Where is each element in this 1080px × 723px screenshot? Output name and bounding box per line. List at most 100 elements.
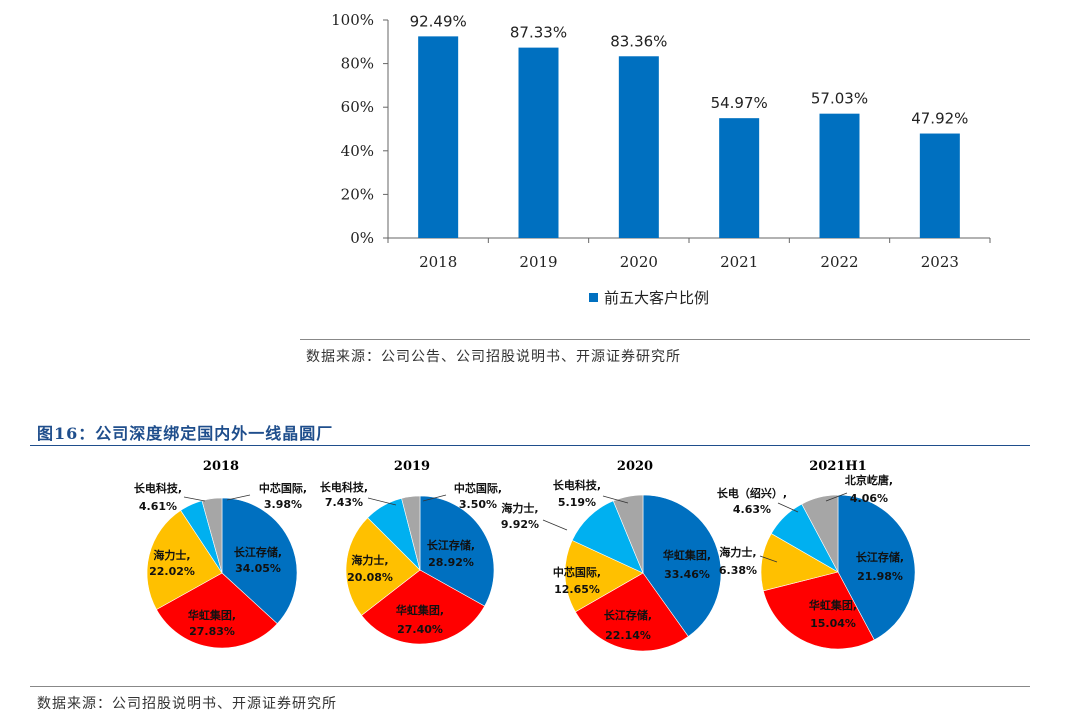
pie-leader-line [542, 519, 568, 531]
pie-slice [837, 494, 916, 641]
pie-slice-label: 长江存储, [427, 538, 475, 552]
x-tick-label: 2019 [519, 253, 557, 271]
bar-value-label: 87.33% [510, 24, 567, 42]
bar-value-label: 83.36% [610, 32, 667, 50]
pie-slice-value: 22.02% [149, 565, 195, 578]
pie-slice-label: 华虹集团, [809, 598, 857, 612]
pie-slice-label: 长电（绍兴）, [717, 486, 787, 500]
pie-title: 2018 [203, 459, 239, 474]
pie-slice [564, 539, 644, 613]
pie-slice-value: 22.14% [605, 629, 651, 642]
bar-value-label: 47.92% [911, 110, 968, 128]
pie-slice-label: 海力士, [351, 553, 388, 567]
pie-slice [574, 572, 689, 652]
pie-slice-value: 7.43% [325, 496, 363, 509]
pie-slice-value: 12.65% [554, 583, 600, 596]
pie-slice-label: 中芯国际, [553, 565, 601, 579]
pie-slice-label: 长江存储, [604, 608, 652, 622]
pie-source: 数据来源：公司招股说明书、开源证券研究所 [37, 696, 337, 712]
pie-leader-line [183, 496, 206, 502]
pie-slice-value: 15.04% [810, 617, 856, 630]
pie-slice-label: 长江存储, [856, 550, 904, 564]
figure16-title-rule [30, 445, 1030, 446]
pie-slice-label: 长江存储, [234, 545, 282, 559]
legend-swatch [589, 293, 598, 302]
bar [819, 113, 860, 238]
pie-slice-value: 5.19% [558, 496, 596, 509]
bar-value-label: 54.97% [711, 94, 768, 112]
pie-slice-label: 海力士, [501, 501, 538, 515]
pie-charts: 2018 长江存储, 34.05% 华虹集团, 27.83% 海力士, 22.02% 长电科技… [134, 459, 916, 652]
y-tick-label: 60% [341, 98, 374, 116]
x-tick-label: 2023 [921, 253, 959, 271]
bar-value-label: 57.03% [811, 90, 868, 108]
pie-slice-value: 4.63% [733, 503, 771, 516]
pie-leader-line [759, 555, 778, 563]
pie-slice-label: 华虹集团, [663, 548, 711, 562]
pie-title: 2019 [394, 459, 430, 474]
y-tick-label: 20% [341, 185, 374, 203]
bar [418, 36, 459, 239]
pie-slice [760, 533, 839, 592]
bar-source-rule [300, 339, 1030, 340]
pie-slice-label: 海力士, [719, 545, 756, 559]
pie-slice-value: 4.06% [850, 492, 888, 505]
pie-source-rule [30, 686, 1030, 687]
pie-chart-2020: 2020 华虹集团, 33.46% 长江存储, 22.14% 中芯国际, 12.65% 海力士… [501, 459, 722, 652]
pie-leader-line [825, 492, 848, 502]
pie-slice-label: 海力士, [153, 548, 190, 562]
pie-slice-value: 28.92% [428, 556, 474, 569]
pie-leader-line [367, 497, 397, 506]
x-tick-label: 2021 [720, 253, 758, 271]
x-tick-label: 2020 [620, 253, 658, 271]
pie-slice [345, 517, 421, 616]
bar [919, 133, 960, 238]
pie-title: 2021H1 [809, 459, 867, 474]
pie-leader-line [602, 495, 629, 504]
figure16-title: 图16：公司深度绑定国内外一线晶圆厂 [37, 424, 334, 443]
bar-value-label: 92.49% [410, 12, 467, 30]
pie-slice [401, 495, 421, 571]
pie-chart-2021H1: 2021H1 长江存储, 21.98% 华虹集团, 15.04% 海力士, 6.38% 长电（… [717, 459, 916, 650]
pie-slice-label: 长电科技, [553, 478, 601, 492]
pie-slice [156, 572, 278, 649]
pie-slice [762, 571, 875, 650]
pie-slice-value: 20.08% [347, 571, 393, 584]
pie-slice [146, 509, 223, 610]
y-tick-label: 80% [341, 55, 374, 73]
pie-slice-value: 33.46% [664, 568, 710, 581]
y-tick-label: 0% [350, 229, 374, 247]
legend-label: 前五大客户比例 [604, 289, 709, 307]
pie-leader-line [422, 494, 447, 502]
pie-slice-value: 27.40% [397, 623, 443, 636]
pie-slice-value: 27.83% [189, 625, 235, 638]
bar [618, 56, 659, 238]
pie-chart-2018: 2018 长江存储, 34.05% 华虹集团, 27.83% 海力士, 22.02% 长电科技… [134, 459, 307, 649]
bar [719, 118, 760, 238]
pie-slice-label: 长电科技, [134, 481, 182, 495]
pie-slice-value: 34.05% [235, 562, 281, 575]
y-tick-label: 100% [331, 11, 374, 29]
pie-slice-value: 21.98% [857, 570, 903, 583]
pie-slice-value: 6.38% [719, 564, 757, 577]
x-tick-label: 2018 [419, 253, 457, 271]
x-tick-label: 2022 [820, 253, 858, 271]
pie-slice-value: 9.92% [501, 518, 539, 531]
pie-slice-label: 长电科技, [320, 480, 368, 494]
pie-slice-label: 中芯国际, [454, 481, 502, 495]
pie-slice-label: 中芯国际, [259, 481, 307, 495]
pie-slice-value: 3.50% [459, 498, 497, 511]
pie-slice [221, 497, 298, 625]
bar [518, 47, 559, 238]
pie-slice [361, 569, 485, 645]
pie-chart-2019: 2019 长江存储, 28.92% 华虹集团, 27.40% 海力士, 20.08% 长电科技… [320, 459, 502, 645]
pie-slice [801, 494, 839, 573]
pie-slice-value: 4.61% [139, 500, 177, 513]
pie-slice-label: 华虹集团, [396, 603, 444, 617]
pie-title: 2020 [617, 459, 653, 474]
pie-leader-line [777, 502, 799, 513]
pie-slice-label: 华虹集团, [188, 608, 236, 622]
pie-slice-label: 北京屹唐, [845, 473, 893, 487]
pie-slice [642, 494, 722, 637]
y-tick-label: 40% [341, 142, 374, 160]
